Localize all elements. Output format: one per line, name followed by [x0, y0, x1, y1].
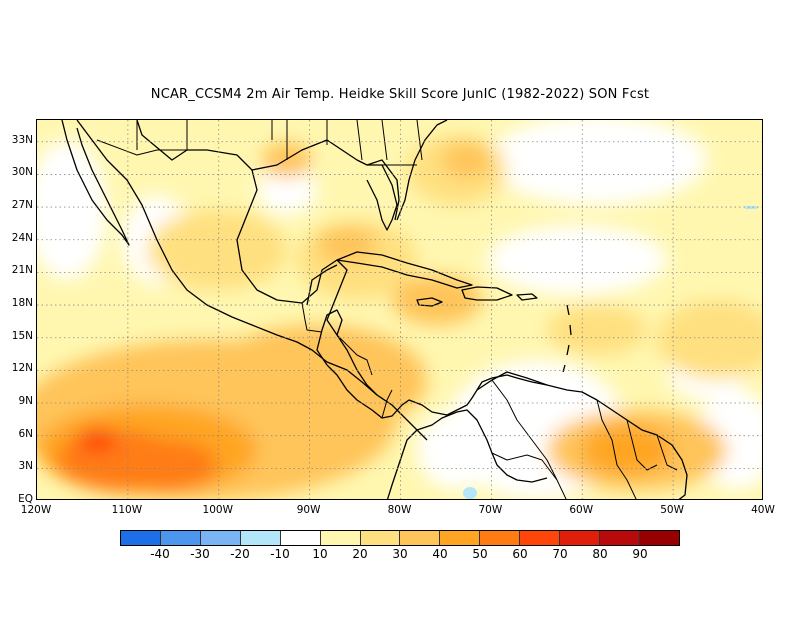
colorbar-tick-label: 80 [592, 547, 608, 561]
lon-tick-label: 100W [202, 504, 233, 516]
lat-tick-label: 33N [11, 133, 33, 146]
lon-tick-label: 80W [387, 504, 412, 516]
lon-tick-label: 70W [478, 504, 503, 516]
negative-skill-patch [463, 487, 477, 499]
colorbar-tick-label: 40 [432, 547, 448, 561]
lat-tick-label: 6N [18, 427, 33, 440]
colorbar-swatch [121, 531, 161, 545]
colorbar-tick-label: 10 [312, 547, 328, 561]
lat-tick-label: 15N [11, 329, 33, 342]
lat-tick-label: EQ [18, 493, 33, 505]
colorbar-swatch [560, 531, 601, 545]
lon-tick-label: 60W [569, 504, 594, 516]
colorbar-swatch [639, 531, 679, 545]
colorbar-tick-label: 90 [632, 547, 648, 561]
lon-tick-label: 90W [296, 504, 321, 516]
lat-tick-label: 18N [11, 297, 33, 310]
colorbar-tick-label: 70 [552, 547, 568, 561]
colorbar-swatch [360, 531, 401, 545]
lat-tick-label: 30N [11, 166, 33, 179]
shading-layer [37, 120, 762, 499]
colorbar-swatch [240, 531, 281, 545]
colorbar-swatch [200, 531, 241, 545]
lon-tick-label: 40W [751, 504, 775, 516]
colorbar-swatch [280, 531, 321, 545]
colorbar-swatch [400, 531, 441, 545]
lat-tick-label: 9N [18, 395, 33, 408]
colorbar-tick-label: 50 [472, 547, 488, 561]
coastlines [61, 120, 688, 499]
lon-tick-label: 110W [111, 504, 143, 516]
lat-tick-label: 3N [18, 460, 33, 473]
map-panel [36, 119, 763, 500]
lat-tick-label: 27N [11, 199, 33, 212]
colorbar-tick-label: 30 [392, 547, 408, 561]
lat-tick-label: 21N [11, 264, 33, 277]
colorbar-swatch [480, 531, 521, 545]
skill-score-map [37, 120, 762, 499]
colorbar-swatch [520, 531, 561, 545]
colorbar-tick-label: 60 [512, 547, 528, 561]
lat-tick-label: 12N [11, 362, 33, 375]
colorbar-swatch [440, 531, 481, 545]
negative-skill-patch [745, 206, 757, 209]
colorbar-tick-label: -40 [150, 547, 170, 561]
lon-tick-label: 50W [660, 504, 684, 516]
colorbar-tick-label: -10 [270, 547, 290, 561]
colorbar-tick-label: -20 [230, 547, 250, 561]
colorbar-swatch [320, 531, 361, 545]
map-title: NCAR_CCSM4 2m Air Temp. Heidke Skill Sco… [150, 87, 650, 102]
lon-tick-label: 120W [20, 504, 52, 516]
colorbar [120, 530, 680, 546]
colorbar-tick-label: -30 [190, 547, 210, 561]
lat-tick-label: 24N [11, 231, 33, 244]
colorbar-tick-label: 20 [352, 547, 368, 561]
colorbar-swatch [600, 531, 640, 545]
colorbar-swatch [160, 531, 201, 545]
gridlines [37, 120, 762, 499]
